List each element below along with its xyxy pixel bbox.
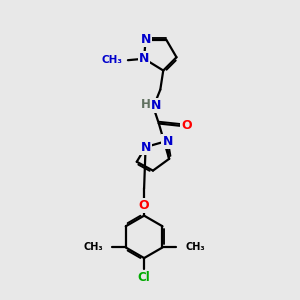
Text: N: N bbox=[151, 99, 162, 112]
Text: N: N bbox=[140, 141, 151, 154]
Text: H: H bbox=[141, 98, 151, 111]
Text: N: N bbox=[163, 135, 173, 148]
Text: N: N bbox=[139, 52, 149, 65]
Text: Cl: Cl bbox=[138, 271, 151, 284]
Text: CH₃: CH₃ bbox=[83, 242, 103, 253]
Text: CH₃: CH₃ bbox=[185, 242, 205, 253]
Text: O: O bbox=[181, 119, 191, 132]
Text: N: N bbox=[140, 33, 151, 46]
Text: CH₃: CH₃ bbox=[102, 55, 123, 65]
Text: O: O bbox=[139, 200, 149, 212]
